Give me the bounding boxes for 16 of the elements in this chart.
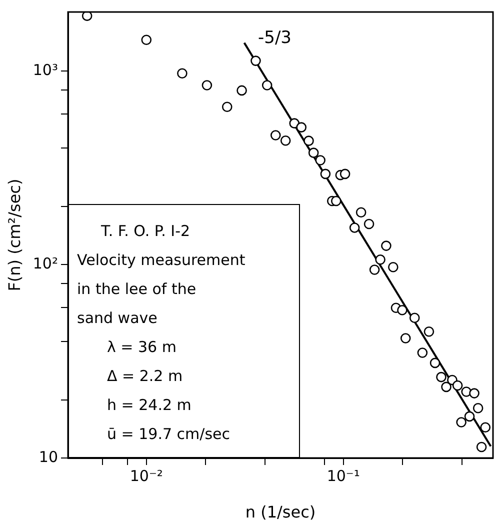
y-tick-label: 10³ [32,60,58,79]
x-tick-label: 10⁻¹ [326,466,360,485]
annotation: λ = 36 m [106,337,178,358]
annotation: ū = 19.7 cm/sec [106,424,231,445]
x-tick-label: 10⁻² [130,466,163,485]
annotation: -5/3 [258,28,292,48]
y-tick-label: 10² [32,254,58,272]
annotation: sand wave [77,308,158,329]
annotation: in the lee of the [77,279,198,300]
x-axis-title: n (1/sec) [245,502,316,522]
y-tick-label: 10 [38,448,58,466]
y-axis-title: F(n) (cm²/sec) [4,178,24,292]
annotation: Velocity measurement [77,250,246,271]
annotation: h = 24.2 m [106,395,192,416]
annotation: T. F. O. P. I-2 [100,221,192,242]
annotation: Δ = 2.2 m [106,366,184,387]
